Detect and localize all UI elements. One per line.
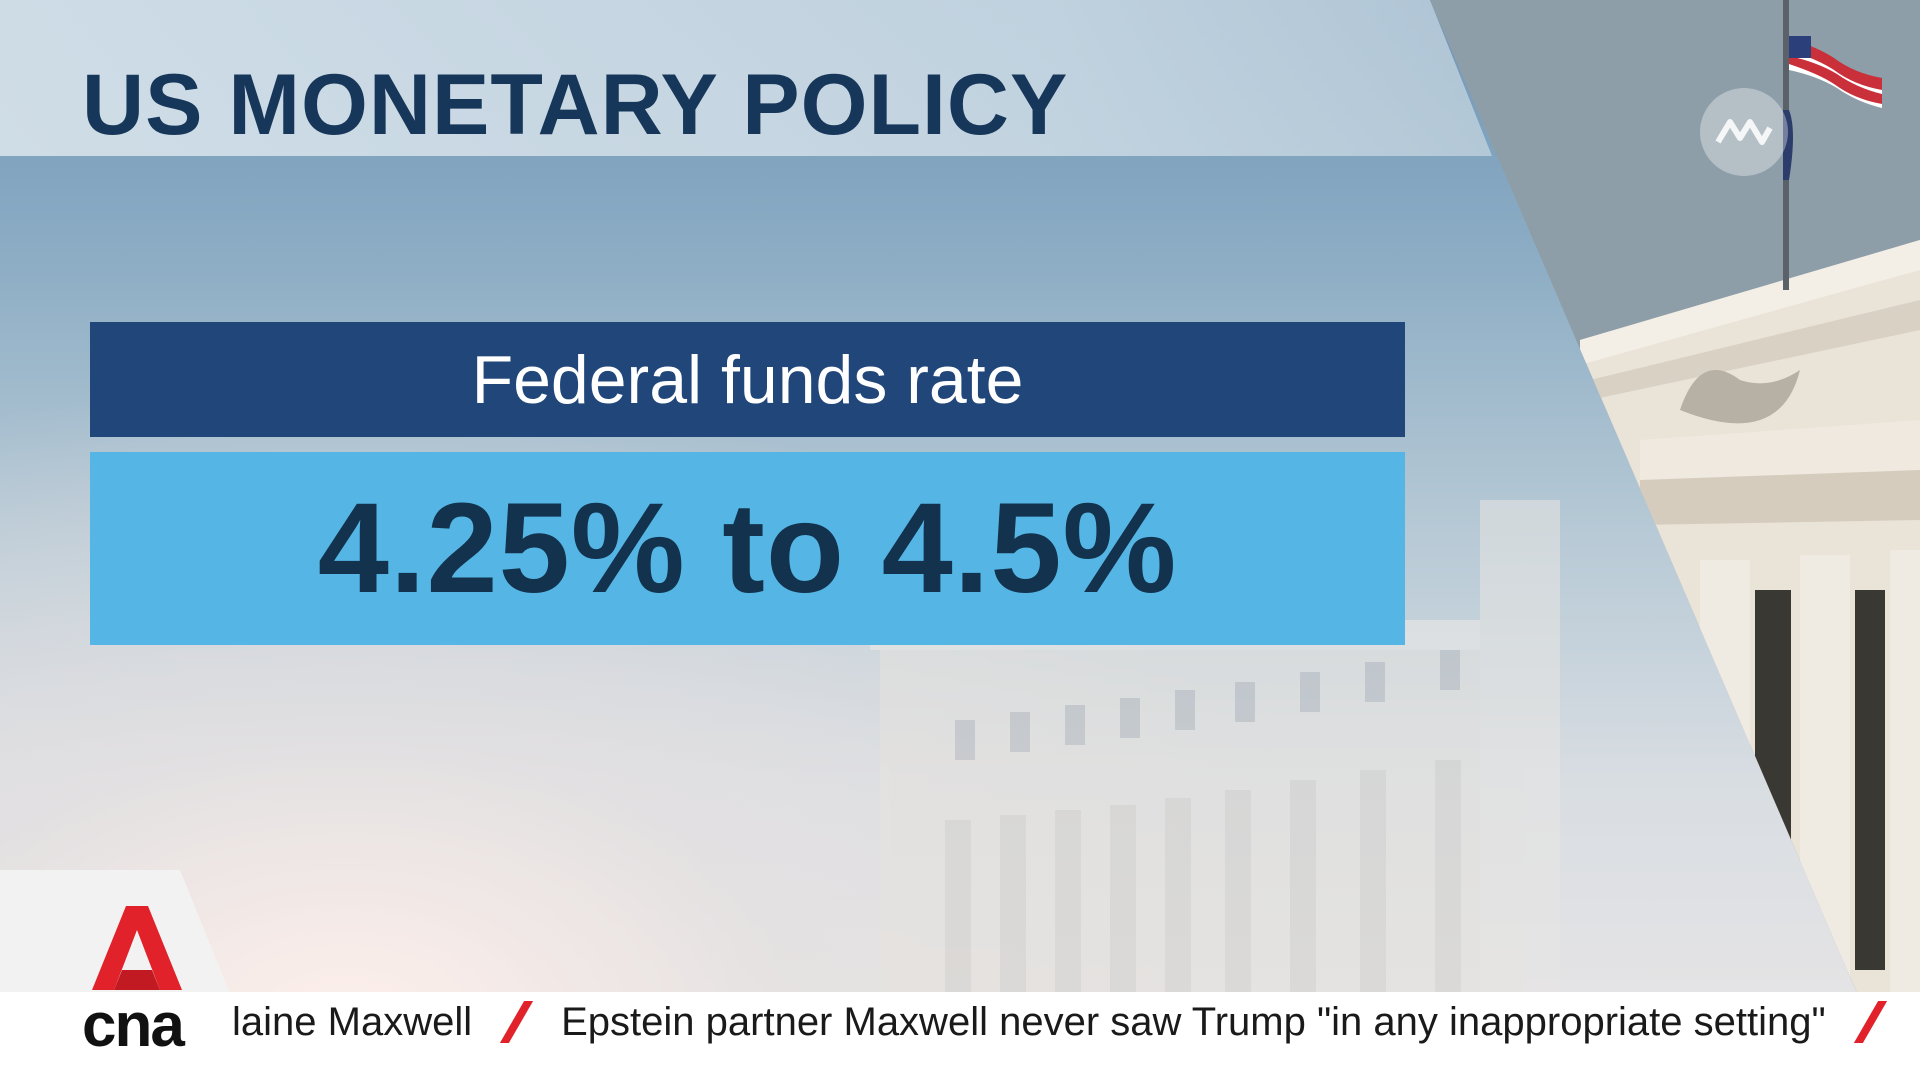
ticker-item: laine Maxwell	[232, 999, 473, 1044]
federal-reserve-photo	[1430, 0, 1920, 1000]
rate-value-box: 4.25% to 4.5%	[90, 452, 1405, 645]
rate-value: 4.25% to 4.5%	[317, 477, 1178, 620]
cna-a-logo-icon	[92, 906, 182, 990]
ticker-item: Epstein partner Maxwell never saw Trump …	[561, 999, 1826, 1044]
brand-name: cna	[82, 991, 185, 1060]
channel-watermark-icon	[1700, 88, 1788, 176]
headline: US MONETARY POLICY	[82, 57, 1069, 153]
ticker-separator	[499, 1001, 534, 1043]
building-backdrop	[870, 500, 1560, 1000]
ticker-track: laine Maxwell Epstein partner Maxwell ne…	[232, 992, 1915, 1052]
news-ticker: laine Maxwell Epstein partner Maxwell ne…	[0, 992, 1920, 1080]
flag-icon	[1783, 36, 1882, 180]
title-band	[0, 0, 1492, 156]
rate-label-box: Federal funds rate	[90, 322, 1405, 437]
rate-label: Federal funds rate	[471, 341, 1024, 418]
ticker-separator	[1853, 1001, 1887, 1043]
